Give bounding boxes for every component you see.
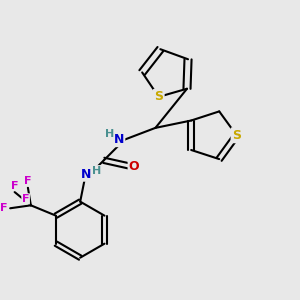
Text: H: H xyxy=(92,166,101,176)
Text: N: N xyxy=(114,133,124,146)
Text: F: F xyxy=(11,181,18,190)
Text: O: O xyxy=(129,160,139,173)
Text: F: F xyxy=(0,203,7,213)
Text: S: S xyxy=(154,90,163,104)
Text: N: N xyxy=(81,168,91,181)
Text: S: S xyxy=(232,129,241,142)
Text: H: H xyxy=(105,129,114,140)
Text: F: F xyxy=(22,194,29,204)
Text: F: F xyxy=(24,176,32,186)
